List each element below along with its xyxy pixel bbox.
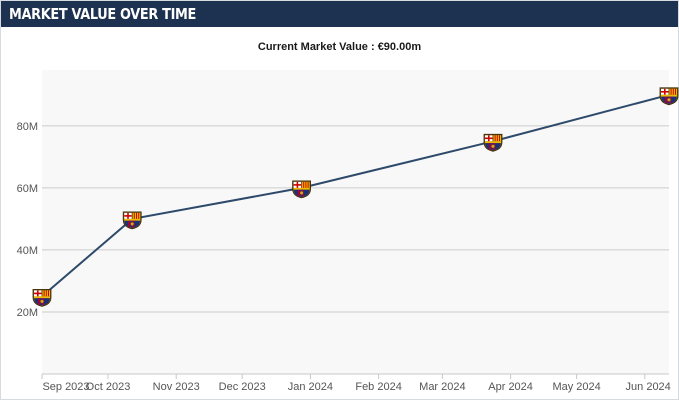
y-tick-label: 80M xyxy=(17,121,38,133)
x-tick-label: May 2024 xyxy=(552,381,600,393)
x-tick-label: Sep 2023 xyxy=(42,381,89,393)
y-tick-label: 60M xyxy=(17,183,38,195)
x-tick-label: Oct 2023 xyxy=(86,381,131,393)
x-tick-label: Jan 2024 xyxy=(288,381,333,393)
plot-area xyxy=(42,70,669,374)
x-tick-label: Nov 2023 xyxy=(153,381,200,393)
x-tick-label: Apr 2024 xyxy=(488,381,533,393)
club-crest-icon[interactable] xyxy=(483,133,503,152)
widget-title: MARKET VALUE OVER TIME xyxy=(9,5,197,23)
x-tick-label: Dec 2023 xyxy=(219,381,266,393)
x-tick-label: Mar 2024 xyxy=(419,381,465,393)
data-points xyxy=(32,87,679,307)
y-tick-label: 20M xyxy=(17,307,38,319)
club-crest-icon[interactable] xyxy=(292,180,312,199)
widget-header: MARKET VALUE OVER TIME xyxy=(1,1,678,27)
current-market-value: Current Market Value : €90.00m xyxy=(257,41,422,53)
club-crest-icon[interactable] xyxy=(122,211,142,230)
club-crest-icon[interactable] xyxy=(659,87,679,106)
club-crest-icon[interactable] xyxy=(32,288,52,307)
grid-lines xyxy=(42,125,669,313)
x-tick-label: Jun 2024 xyxy=(626,381,671,393)
y-axis: 20M 40M 60M 80M xyxy=(17,121,38,319)
y-tick-label: 40M xyxy=(17,245,38,257)
x-tick-label: Feb 2024 xyxy=(355,381,401,393)
